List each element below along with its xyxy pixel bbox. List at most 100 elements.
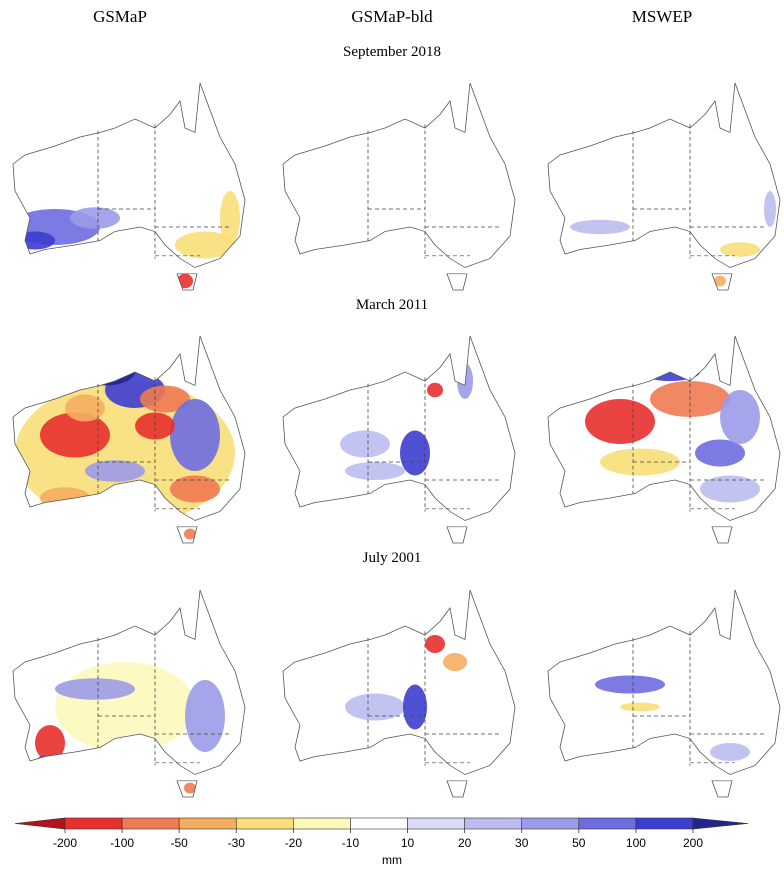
column-header: GSMaP [93,7,147,26]
state-border [367,631,500,766]
colorbar-bin [293,817,351,830]
colorbar-tick-label: -30 [228,836,246,850]
precip-area [400,430,430,476]
precip-area [345,693,405,721]
precip-area [85,460,145,482]
precip-area [720,242,760,257]
precip-area [764,191,776,227]
state-border [367,377,500,512]
precip-area [170,475,220,503]
precip-field [340,363,473,480]
precip-area [55,678,135,700]
precip-area [620,702,660,712]
map-panel [282,82,516,291]
precip-area [595,675,665,694]
colorbar-bin [178,817,237,830]
precip-field [585,363,760,503]
state-border [632,124,765,259]
precip-area [570,219,630,235]
map-panel [547,589,781,798]
coastline [547,589,781,798]
precip-area [70,207,120,229]
precip-area [585,399,655,444]
precip-area [720,390,760,444]
colorbar-tick-label: -200 [53,836,77,850]
colorbar-bin [350,817,408,830]
colorbar-tick-label: 30 [515,836,529,850]
coastline [12,335,246,544]
coastline [12,589,246,798]
colorbar-tick-label: 10 [401,836,415,850]
precip-area [35,725,65,761]
precip-area [443,653,467,671]
colorbar-tick-label: 100 [626,836,646,850]
precip-area [184,528,196,540]
state-border [632,377,765,512]
map-panel [282,335,516,544]
row-title: July 2001 [363,550,422,566]
state-border [97,377,230,512]
precip-area [700,475,760,503]
precip-area [55,662,195,752]
precip-area [710,743,750,761]
colorbar-tick-label: 50 [572,836,586,850]
colorbar-bin [635,817,694,830]
row-title: September 2018 [343,44,441,60]
precip-field [570,191,776,287]
map-panel [547,82,781,291]
precip-area [75,358,135,386]
precip-area [40,487,90,509]
colorbar-unit: mm [382,853,402,867]
precip-area [345,462,405,480]
row-title: March 2011 [356,297,428,313]
precip-area [170,399,220,471]
precip-area [140,385,190,413]
colorbar-extend-low [14,817,66,830]
map-panel [12,82,246,291]
colorbar-extend-high [692,817,749,830]
colorbar-bin [64,817,123,830]
colorbar-tick-label: -50 [171,836,189,850]
colorbar-bin [121,817,180,830]
colorbar-bin [521,817,580,830]
colorbar-bin [407,817,465,830]
precip-area [184,782,196,794]
colorbar-tick-label: -100 [110,836,134,850]
coastline [547,82,781,291]
colorbar-bin [464,817,523,830]
column-header: GSMaP-bld [351,7,433,26]
precip-area [185,680,225,752]
map-panel [12,589,246,798]
precip-area [40,412,110,458]
state-border [97,631,230,766]
precip-area [175,231,235,259]
state-border [367,124,500,259]
colorbar-tick-label: 20 [458,836,472,850]
precip-area [425,635,445,653]
colorbar-tick-label: -10 [342,836,360,850]
colorbar-tick-label: 200 [683,836,703,850]
state-border [97,124,230,259]
colorbar-bin [235,817,294,830]
precip-area [37,755,53,767]
precip-field [345,635,467,730]
map-panel [12,335,246,544]
coastline [282,589,516,798]
coastline [282,82,516,291]
precip-field [13,191,240,289]
precip-area [65,394,105,422]
coastline [282,335,516,544]
map-panel [282,589,516,798]
colorbar-tick-label: -20 [285,836,303,850]
column-header: MSWEP [632,7,692,26]
state-border [632,631,765,766]
precip-area [15,231,55,250]
map-panel [547,335,781,544]
colorbar-bin [578,817,637,830]
coastline [547,335,781,544]
precip-area [403,684,427,730]
precip-area [427,382,443,398]
precip-field [595,675,750,761]
